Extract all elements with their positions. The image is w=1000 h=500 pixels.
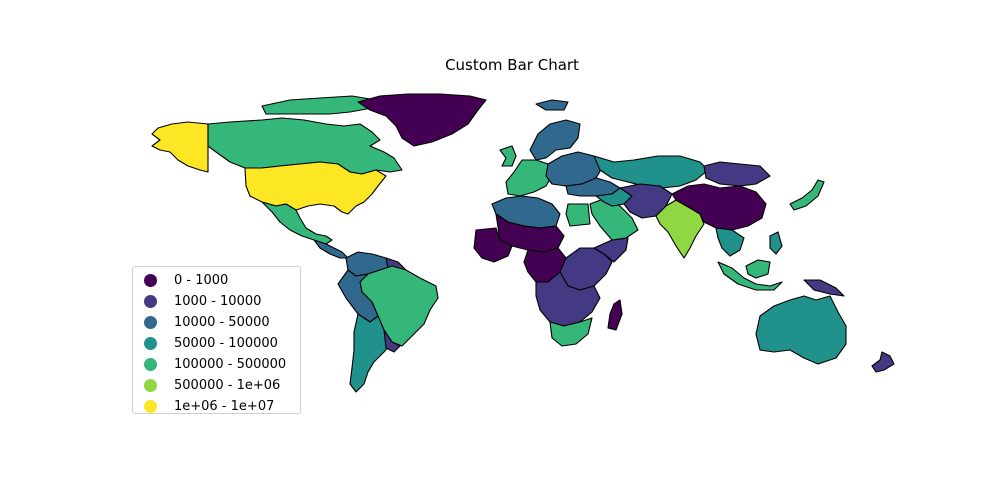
region-uk-ireland bbox=[499, 145, 517, 167]
region-philippines bbox=[769, 231, 783, 255]
region-canada-islands bbox=[261, 95, 377, 115]
region-alaska bbox=[151, 121, 209, 173]
region-argentina-chile bbox=[349, 313, 393, 393]
region-greenland bbox=[357, 93, 487, 147]
legend-label: 50000 - 100000 bbox=[174, 336, 278, 351]
region-scandinavia bbox=[529, 119, 581, 161]
legend-item: 100000 - 500000 bbox=[133, 354, 300, 375]
region-southeast-asia bbox=[715, 227, 745, 257]
region-egypt bbox=[565, 203, 591, 227]
region-southern-africa bbox=[535, 271, 601, 327]
region-china bbox=[671, 183, 767, 231]
region-russia bbox=[593, 155, 709, 189]
region-andes bbox=[337, 269, 379, 323]
region-iceland bbox=[535, 99, 569, 111]
legend-item: 500000 - 1e+06 bbox=[133, 375, 300, 396]
region-south-africa bbox=[549, 317, 593, 347]
region-west-africa bbox=[473, 227, 513, 263]
region-australia bbox=[755, 295, 847, 365]
legend-label: 0 - 1000 bbox=[174, 273, 229, 288]
region-japan bbox=[789, 179, 825, 211]
region-papua bbox=[803, 279, 845, 297]
region-new-zealand bbox=[871, 351, 895, 373]
legend-marker bbox=[144, 316, 157, 329]
legend-item: 10000 - 50000 bbox=[133, 312, 300, 333]
region-western-europe bbox=[505, 159, 553, 197]
legend-item: 1e+06 - 1e+07 bbox=[133, 396, 300, 417]
legend-label: 500000 - 1e+06 bbox=[174, 378, 281, 393]
legend-label: 100000 - 500000 bbox=[174, 357, 287, 372]
legend-marker bbox=[144, 358, 157, 371]
region-mongolia bbox=[703, 161, 771, 187]
region-madagascar bbox=[607, 299, 623, 331]
legend-marker bbox=[144, 295, 157, 308]
legend-label: 1e+06 - 1e+07 bbox=[174, 399, 275, 414]
legend-label: 10000 - 50000 bbox=[174, 315, 270, 330]
legend-item: 50000 - 100000 bbox=[133, 333, 300, 354]
map-title: Custom Bar Chart bbox=[445, 56, 579, 74]
region-uruguay bbox=[383, 329, 401, 353]
region-indonesia bbox=[717, 261, 783, 291]
region-borneo bbox=[745, 259, 771, 279]
legend-item: 0 - 1000 bbox=[133, 270, 300, 291]
legend-marker bbox=[144, 400, 157, 413]
legend-marker bbox=[144, 274, 157, 287]
region-mexico bbox=[261, 201, 333, 245]
legend: 0 - 1000 1000 - 10000 10000 - 50000 50000 -… bbox=[132, 266, 301, 414]
legend-label: 1000 - 10000 bbox=[174, 294, 262, 309]
legend-marker bbox=[144, 337, 157, 350]
region-central-america bbox=[313, 239, 349, 259]
legend-item: 1000 - 10000 bbox=[133, 291, 300, 312]
legend-marker bbox=[144, 379, 157, 392]
